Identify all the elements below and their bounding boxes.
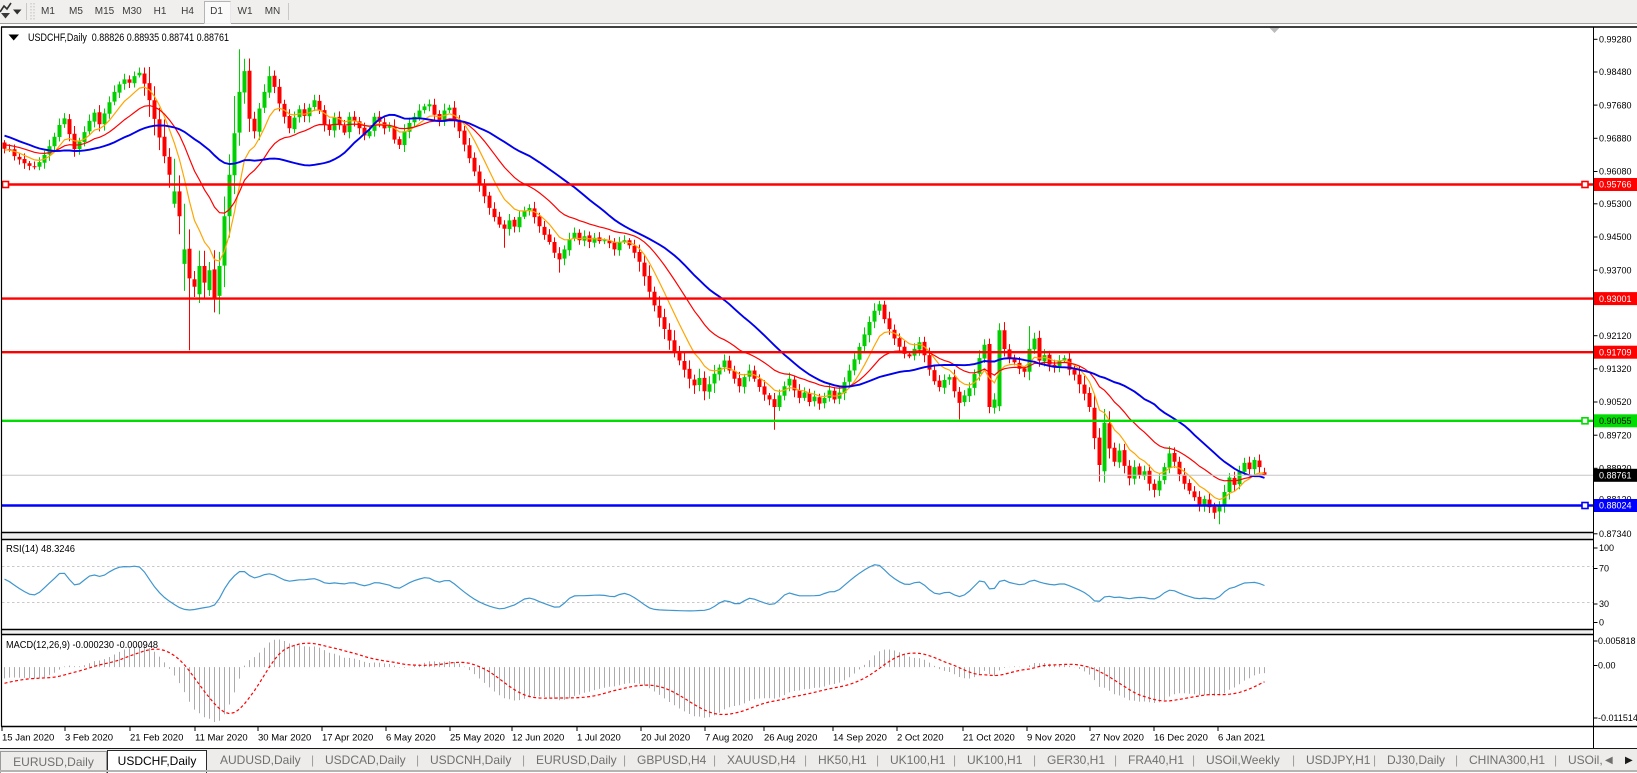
svg-text:0.00: 0.00 [1598,661,1616,671]
svg-text:70: 70 [1599,564,1609,574]
svg-text:0.88761: 0.88761 [1599,471,1632,481]
svg-text:100: 100 [1599,543,1614,553]
svg-text:12 Jun 2020: 12 Jun 2020 [512,733,564,744]
svg-text:14 Sep 2020: 14 Sep 2020 [833,733,887,744]
svg-text:21 Feb 2020: 21 Feb 2020 [130,733,183,744]
svg-text:6 May 2020: 6 May 2020 [386,733,436,744]
svg-text:7 Aug 2020: 7 Aug 2020 [705,733,753,744]
svg-text:6 Jan 2021: 6 Jan 2021 [1218,733,1265,744]
svg-text:0: 0 [1599,618,1604,628]
svg-text:0.91320: 0.91320 [1599,364,1632,374]
svg-text:25 May 2020: 25 May 2020 [450,733,505,744]
svg-text:2 Oct 2020: 2 Oct 2020 [897,733,943,744]
svg-text:0.91709: 0.91709 [1599,347,1632,357]
svg-text:0.98480: 0.98480 [1599,67,1632,77]
svg-text:17 Apr 2020: 17 Apr 2020 [322,733,373,744]
svg-text:21 Oct 2020: 21 Oct 2020 [963,733,1015,744]
svg-text:0.90520: 0.90520 [1599,397,1632,407]
svg-text:0.94500: 0.94500 [1599,232,1632,242]
svg-text:-0.011514: -0.011514 [1598,713,1637,723]
svg-text:15 Jan 2020: 15 Jan 2020 [2,733,54,744]
svg-text:0.89720: 0.89720 [1599,430,1632,440]
svg-text:0.96880: 0.96880 [1599,134,1632,144]
svg-text:9 Nov 2020: 9 Nov 2020 [1027,733,1076,744]
svg-text:0.95300: 0.95300 [1599,199,1632,209]
svg-text:0.93700: 0.93700 [1599,265,1632,275]
svg-text:MACD(12,26,9) -0.000230 -0.000: MACD(12,26,9) -0.000230 -0.000948 [6,640,158,651]
svg-text:16 Dec 2020: 16 Dec 2020 [1154,733,1208,744]
svg-text:0.005818: 0.005818 [1598,636,1636,646]
svg-text:0.95766: 0.95766 [1599,180,1632,190]
svg-text:0.99280: 0.99280 [1599,35,1632,45]
svg-text:0.88920: 0.88920 [1599,464,1632,474]
svg-text:0.93001: 0.93001 [1599,294,1632,304]
svg-text:30 Mar 2020: 30 Mar 2020 [258,733,311,744]
svg-text:0.90055: 0.90055 [1599,416,1632,426]
svg-text:3 Feb 2020: 3 Feb 2020 [65,733,113,744]
svg-text:0.97680: 0.97680 [1599,100,1632,110]
svg-text:RSI(14) 48.3246: RSI(14) 48.3246 [6,544,75,555]
svg-text:USDCHF,Daily 0.88826 0.88935: USDCHF,Daily 0.88826 0.88935 0.88741 0.8… [28,32,229,44]
svg-text:20 Jul 2020: 20 Jul 2020 [641,733,690,744]
svg-text:0.87340: 0.87340 [1599,529,1632,539]
svg-text:27 Nov 2020: 27 Nov 2020 [1090,733,1144,744]
svg-text:26 Aug 2020: 26 Aug 2020 [764,733,817,744]
svg-text:0.96080: 0.96080 [1599,167,1632,177]
svg-text:30: 30 [1599,599,1609,609]
svg-text:0.92120: 0.92120 [1599,331,1632,341]
svg-text:11 Mar 2020: 11 Mar 2020 [195,733,248,744]
svg-text:0.88024: 0.88024 [1599,501,1632,511]
svg-text:1 Jul 2020: 1 Jul 2020 [577,733,621,744]
